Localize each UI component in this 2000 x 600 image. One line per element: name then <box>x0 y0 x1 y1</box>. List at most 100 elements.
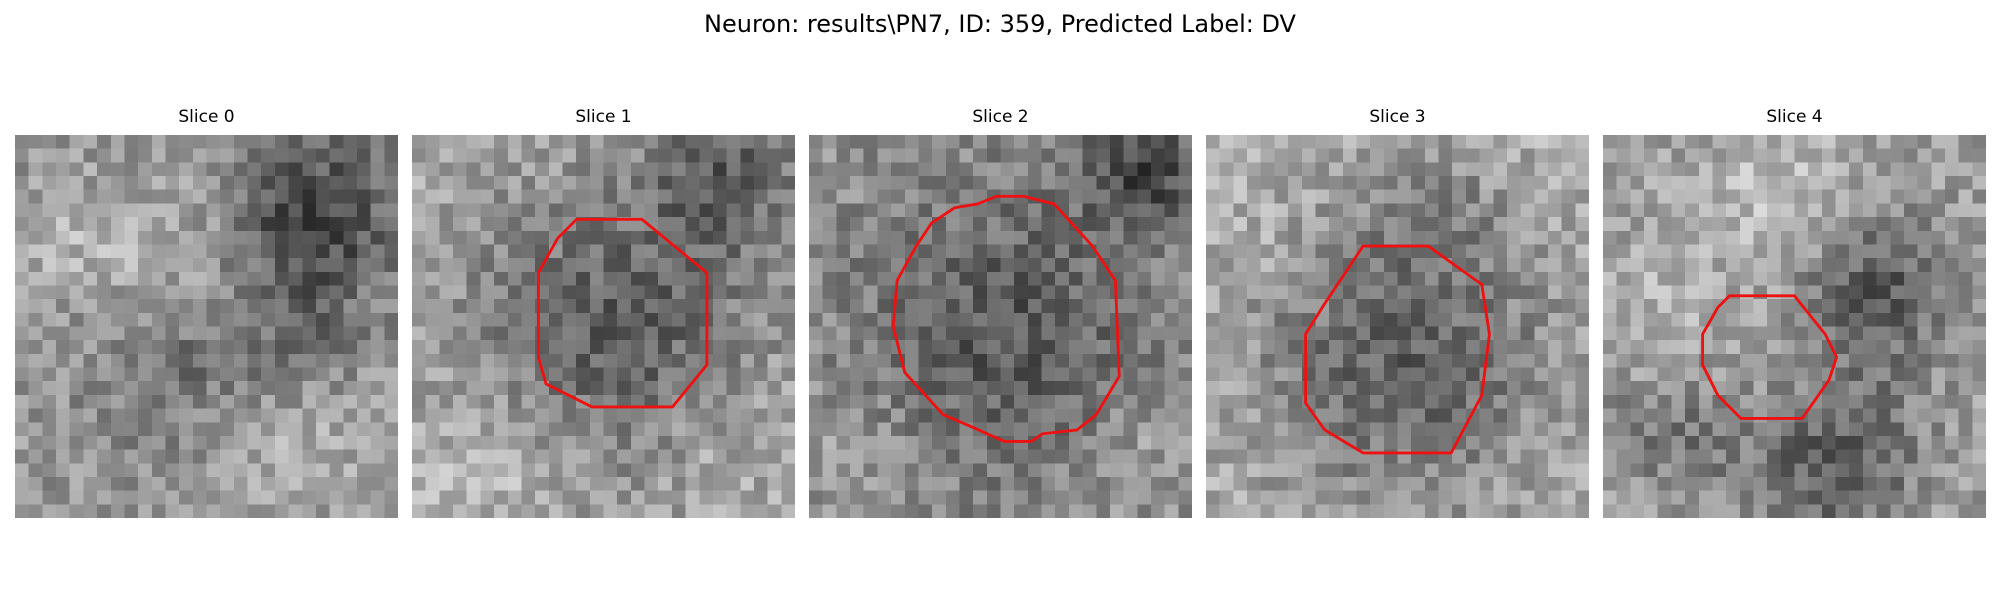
pixel <box>671 381 686 396</box>
pixel <box>69 449 84 464</box>
pixel <box>494 394 508 409</box>
pixel <box>315 148 330 163</box>
pixel <box>767 394 782 409</box>
pixel <box>1616 258 1631 272</box>
pixel <box>1000 285 1015 300</box>
pixel <box>781 271 795 286</box>
pixel <box>343 422 358 437</box>
pixel <box>767 135 782 149</box>
pixel <box>1370 504 1385 518</box>
pixel <box>15 504 29 518</box>
pixel <box>945 230 960 245</box>
pixel <box>1780 449 1795 464</box>
pixel <box>1493 422 1508 437</box>
pixel <box>343 408 358 423</box>
pixel <box>343 189 358 204</box>
pixel <box>42 449 57 464</box>
pixel <box>1506 299 1521 314</box>
pixel <box>1849 504 1864 518</box>
pixel <box>904 394 919 409</box>
pixel <box>630 148 645 163</box>
pixel <box>1780 381 1795 396</box>
pixel <box>453 326 467 341</box>
pixel <box>206 203 221 218</box>
pixel <box>535 135 549 149</box>
pixel <box>658 217 673 231</box>
pixel <box>1014 449 1029 464</box>
pixel <box>1780 258 1795 272</box>
pixel <box>603 408 618 423</box>
pixel <box>124 422 139 437</box>
pixel <box>1972 340 1986 355</box>
pixel <box>507 135 522 149</box>
pixel <box>274 422 289 437</box>
pixel <box>1274 203 1289 218</box>
pixel <box>1219 299 1234 314</box>
pixel <box>356 285 371 300</box>
pixel <box>1520 394 1535 409</box>
pixel <box>439 271 454 286</box>
pixel <box>1835 135 1850 149</box>
pixel <box>28 326 43 341</box>
pixel <box>1301 148 1316 163</box>
pixel <box>302 176 317 190</box>
pixel <box>1835 422 1850 437</box>
pixel <box>315 353 330 368</box>
pixel <box>370 285 385 300</box>
pixel <box>1862 299 1877 314</box>
pixel <box>83 217 98 231</box>
pixel <box>699 449 714 464</box>
pixel <box>1685 148 1699 163</box>
pixel <box>548 176 563 190</box>
pixel <box>356 504 371 518</box>
pixel <box>261 135 276 149</box>
pixel <box>1671 203 1686 218</box>
pixel <box>494 189 508 204</box>
pixel <box>356 435 371 450</box>
pixel <box>1452 312 1467 327</box>
pixel <box>1712 203 1727 218</box>
pixel <box>56 422 70 437</box>
pixel <box>809 285 823 300</box>
pixel <box>1438 217 1453 231</box>
pixel <box>1520 203 1535 218</box>
pixel <box>1206 271 1220 286</box>
pixel <box>1465 189 1480 204</box>
pixel <box>918 490 933 505</box>
pixel <box>932 230 946 245</box>
pixel <box>356 340 371 355</box>
pixel <box>1479 367 1494 382</box>
pixel <box>1890 176 1905 190</box>
pixel <box>1411 299 1426 314</box>
pixel <box>315 244 330 259</box>
pixel <box>1780 203 1795 218</box>
pixel <box>740 394 755 409</box>
pixel <box>1849 148 1864 163</box>
pixel <box>740 271 755 286</box>
pixel <box>1849 463 1864 478</box>
pixel <box>1479 148 1494 163</box>
pixel <box>576 135 591 149</box>
pixel <box>1739 463 1754 478</box>
pixel <box>1780 135 1795 149</box>
pixel <box>384 312 398 327</box>
pixel <box>1315 353 1330 368</box>
pixel <box>110 449 125 464</box>
pixel <box>507 326 522 341</box>
pixel <box>1712 353 1727 368</box>
pixel <box>1890 381 1905 396</box>
pixel <box>439 176 454 190</box>
pixel <box>617 135 632 149</box>
pixel <box>1082 353 1097 368</box>
pixel <box>466 353 481 368</box>
pixel <box>1397 408 1412 423</box>
pixel <box>1644 408 1658 423</box>
pixel <box>1329 449 1343 464</box>
pixel <box>1534 476 1549 491</box>
pixel <box>151 176 166 190</box>
pixel <box>1944 422 1959 437</box>
pixel <box>1329 422 1343 437</box>
pixel <box>1411 244 1426 259</box>
pixel <box>822 381 837 396</box>
pixel <box>425 381 440 396</box>
